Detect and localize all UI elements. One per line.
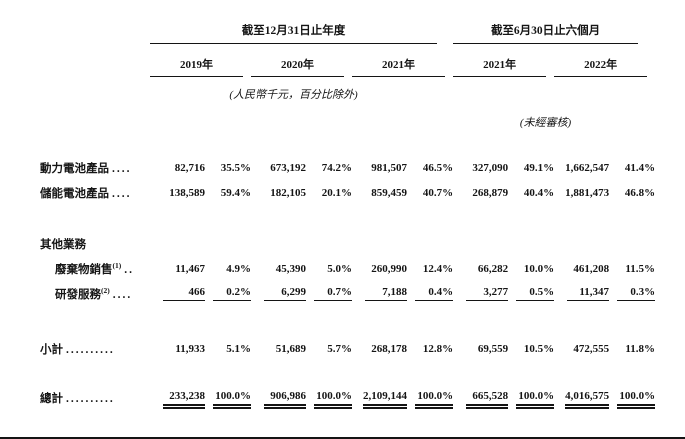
spacer [40, 306, 655, 336]
year-header-2020: 2020年 [251, 49, 344, 77]
table-row-other-business-section: 其他業務 [40, 231, 655, 256]
row-label: 研發服務(2).... [55, 285, 133, 301]
footnote-marker: (1) [112, 260, 122, 270]
year-header-2019: 2019年 [150, 49, 243, 77]
period-group-annual: 截至12月31日止年度 [150, 22, 438, 44]
row-label: 總計.......... [40, 392, 115, 405]
year-header-interim-2022: 2022年 [554, 49, 648, 77]
row-label: 小計.......... [40, 343, 115, 356]
revenue-breakdown-table: 截至12月31日止年度 截至6月30日止六個月 2019年 2020年 2021… [40, 14, 656, 410]
year-header-2021: 2021年 [352, 49, 446, 77]
row-label: 廢棄物銷售(1).. [55, 260, 134, 276]
footnote-marker: (2) [101, 285, 110, 295]
table-row-total: 總計.......... 233,238 100.0% 906,986 100.… [40, 385, 656, 410]
table-row-energy-storage-battery: 儲能電池產品.... 138,589 59.4% 182,105 20.1% 8… [40, 180, 655, 205]
units-note: (人民幣千元，百分比除外) [229, 88, 358, 101]
table-row-waste-sales: 廢棄物銷售(1).. 11,467 4.9% 45,390 5.0% 260,9… [40, 256, 655, 281]
period-header-row: 截至12月31日止年度 截至6月30日止六個月 [40, 14, 655, 44]
units-note-row: (人民幣千元，百分比除外) [40, 77, 655, 104]
row-label: 動力電池產品.... [40, 162, 132, 175]
spacer [40, 205, 655, 231]
spacer [40, 131, 655, 155]
document-page: 截至12月31日止年度 截至6月30日止六個月 2019年 2020年 2021… [0, 0, 685, 410]
period-group-interim: 截至6月30日止六個月 [453, 22, 639, 44]
year-header-interim-2021: 2021年 [453, 49, 547, 77]
section-label: 其他業務 [40, 238, 86, 251]
table-row-subtotal: 小計.......... 11,933 5.1% 51,689 5.7% 268… [40, 336, 655, 361]
table-row-rd-services: 研發服務(2).... 466 0.2% 6,299 0.7% 7,188 0.… [40, 281, 656, 306]
table-row-power-battery: 動力電池產品.... 82,716 35.5% 673,192 74.2% 98… [40, 155, 655, 180]
spacer [40, 361, 655, 385]
row-label: 儲能電池產品.... [40, 187, 132, 200]
unaudited-note-row: (未經審核) [40, 104, 655, 131]
year-header-row: 2019年 2020年 2021年 2021年 2022年 [40, 44, 655, 77]
unaudited-note: (未經審核) [519, 117, 572, 129]
